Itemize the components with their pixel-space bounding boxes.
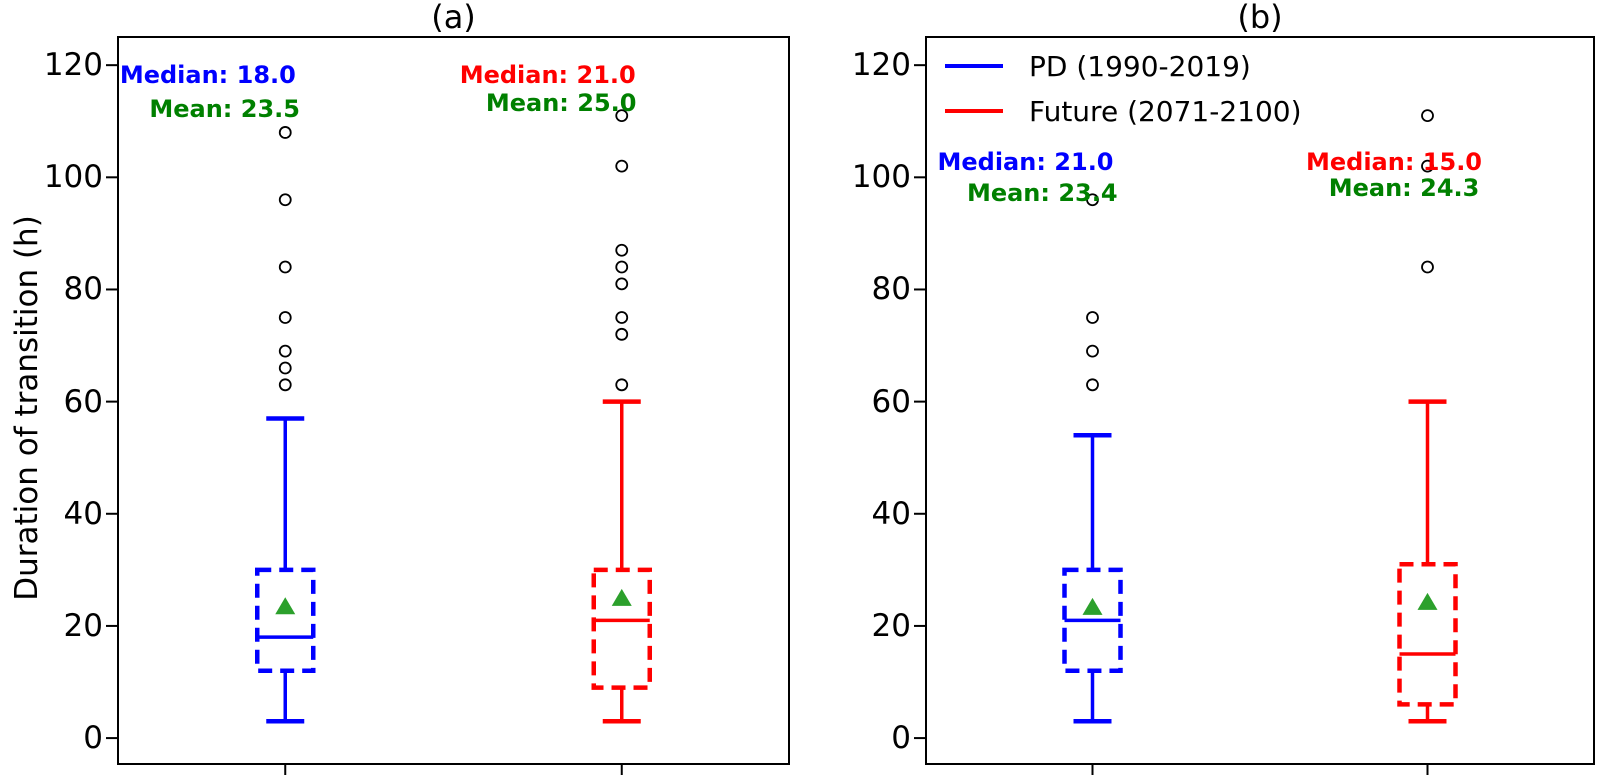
y-axis-ticks-b: 0 20 40 60 80 100 120 [827,36,911,765]
legend-item: Future (2071-2100) [945,93,1302,129]
outlier-point [278,311,292,324]
y-tick-label: 40 [63,495,103,532]
y-tick-label: 20 [63,607,103,644]
outlier-point [615,159,629,173]
y-tick-label: 0 [83,720,103,757]
panel-a: (a) Median: 18.0 Mean: 23.5 Median: 21.0 Me… [106,0,790,775]
legend-line-sample [945,64,1003,68]
iqr-box [1062,567,1123,674]
legend-label: Future (2071-2100) [1029,94,1302,128]
mean-marker [1082,597,1103,615]
mean-marker [611,588,632,606]
y-axis-ticks-a: 0 20 40 60 80 100 120 [19,36,103,765]
y-tick-label: 60 [63,383,103,420]
outlier-point [278,344,292,358]
y-tick-label: 20 [871,607,911,644]
iqr-box [1397,561,1458,707]
y-tick-label: 120 [851,47,911,84]
mean-marker [275,597,296,615]
outlier-point [278,361,292,375]
stat-annotation: Median: 21.0 [459,61,636,90]
outlier-point [1421,109,1434,123]
legend-line-sample [945,109,1003,113]
stat-annotation: Mean: 23.5 [149,95,300,124]
y-tick-label: 60 [871,383,911,420]
outlier-point [1086,378,1099,392]
outlier-point [278,378,292,392]
outlier-point [1421,260,1434,274]
iqr-box [255,567,316,674]
outlier-point [278,126,292,139]
panel-b: (b) Median: 21.0 Mean: 23.4 Median: 15.0 Me… [914,0,1595,775]
outlier-point [615,311,629,324]
legend-label: PD (1990-2019) [1029,49,1251,83]
plot-area-b [914,36,1595,775]
y-tick-label: 40 [871,495,911,532]
panel-b-title: (b) [1237,0,1283,36]
outlier-point [278,193,292,207]
y-tick-label: 0 [891,720,911,757]
axes-frame [117,36,790,765]
outlier-point [278,260,292,274]
outlier-point [1421,159,1434,173]
y-tick-label: 100 [43,159,103,196]
stat-annotation: Median: 18.0 [119,61,296,90]
outlier-point [615,109,629,123]
panel-a-title: (a) [431,0,476,36]
outlier-point [615,327,629,341]
y-tick-label: 80 [871,271,911,308]
legend-item: PD (1990-2019) [945,48,1302,84]
outlier-point [615,243,629,257]
legend: PD (1990-2019) Future (2071-2100) [945,48,1302,129]
outlier-point [615,260,629,274]
mean-marker [1417,592,1438,610]
outlier-point [1086,311,1099,324]
stat-annotation: Median: 15.0 [1305,148,1483,177]
stat-annotation: Mean: 24.3 [1328,173,1480,202]
outlier-point [615,378,629,392]
plot-area-a [106,36,790,775]
stat-annotation: Median: 21.0 [937,148,1114,177]
y-tick-label: 80 [63,271,103,308]
outlier-point [1086,193,1099,207]
y-tick-label: 100 [851,159,911,196]
iqr-box [591,567,652,690]
axes-frame [925,36,1595,765]
stat-annotation: Mean: 23.4 [966,179,1118,208]
outlier-point [1086,344,1099,358]
outlier-point [615,277,629,291]
stat-annotation: Mean: 25.0 [485,89,637,118]
y-tick-label: 120 [43,47,103,84]
